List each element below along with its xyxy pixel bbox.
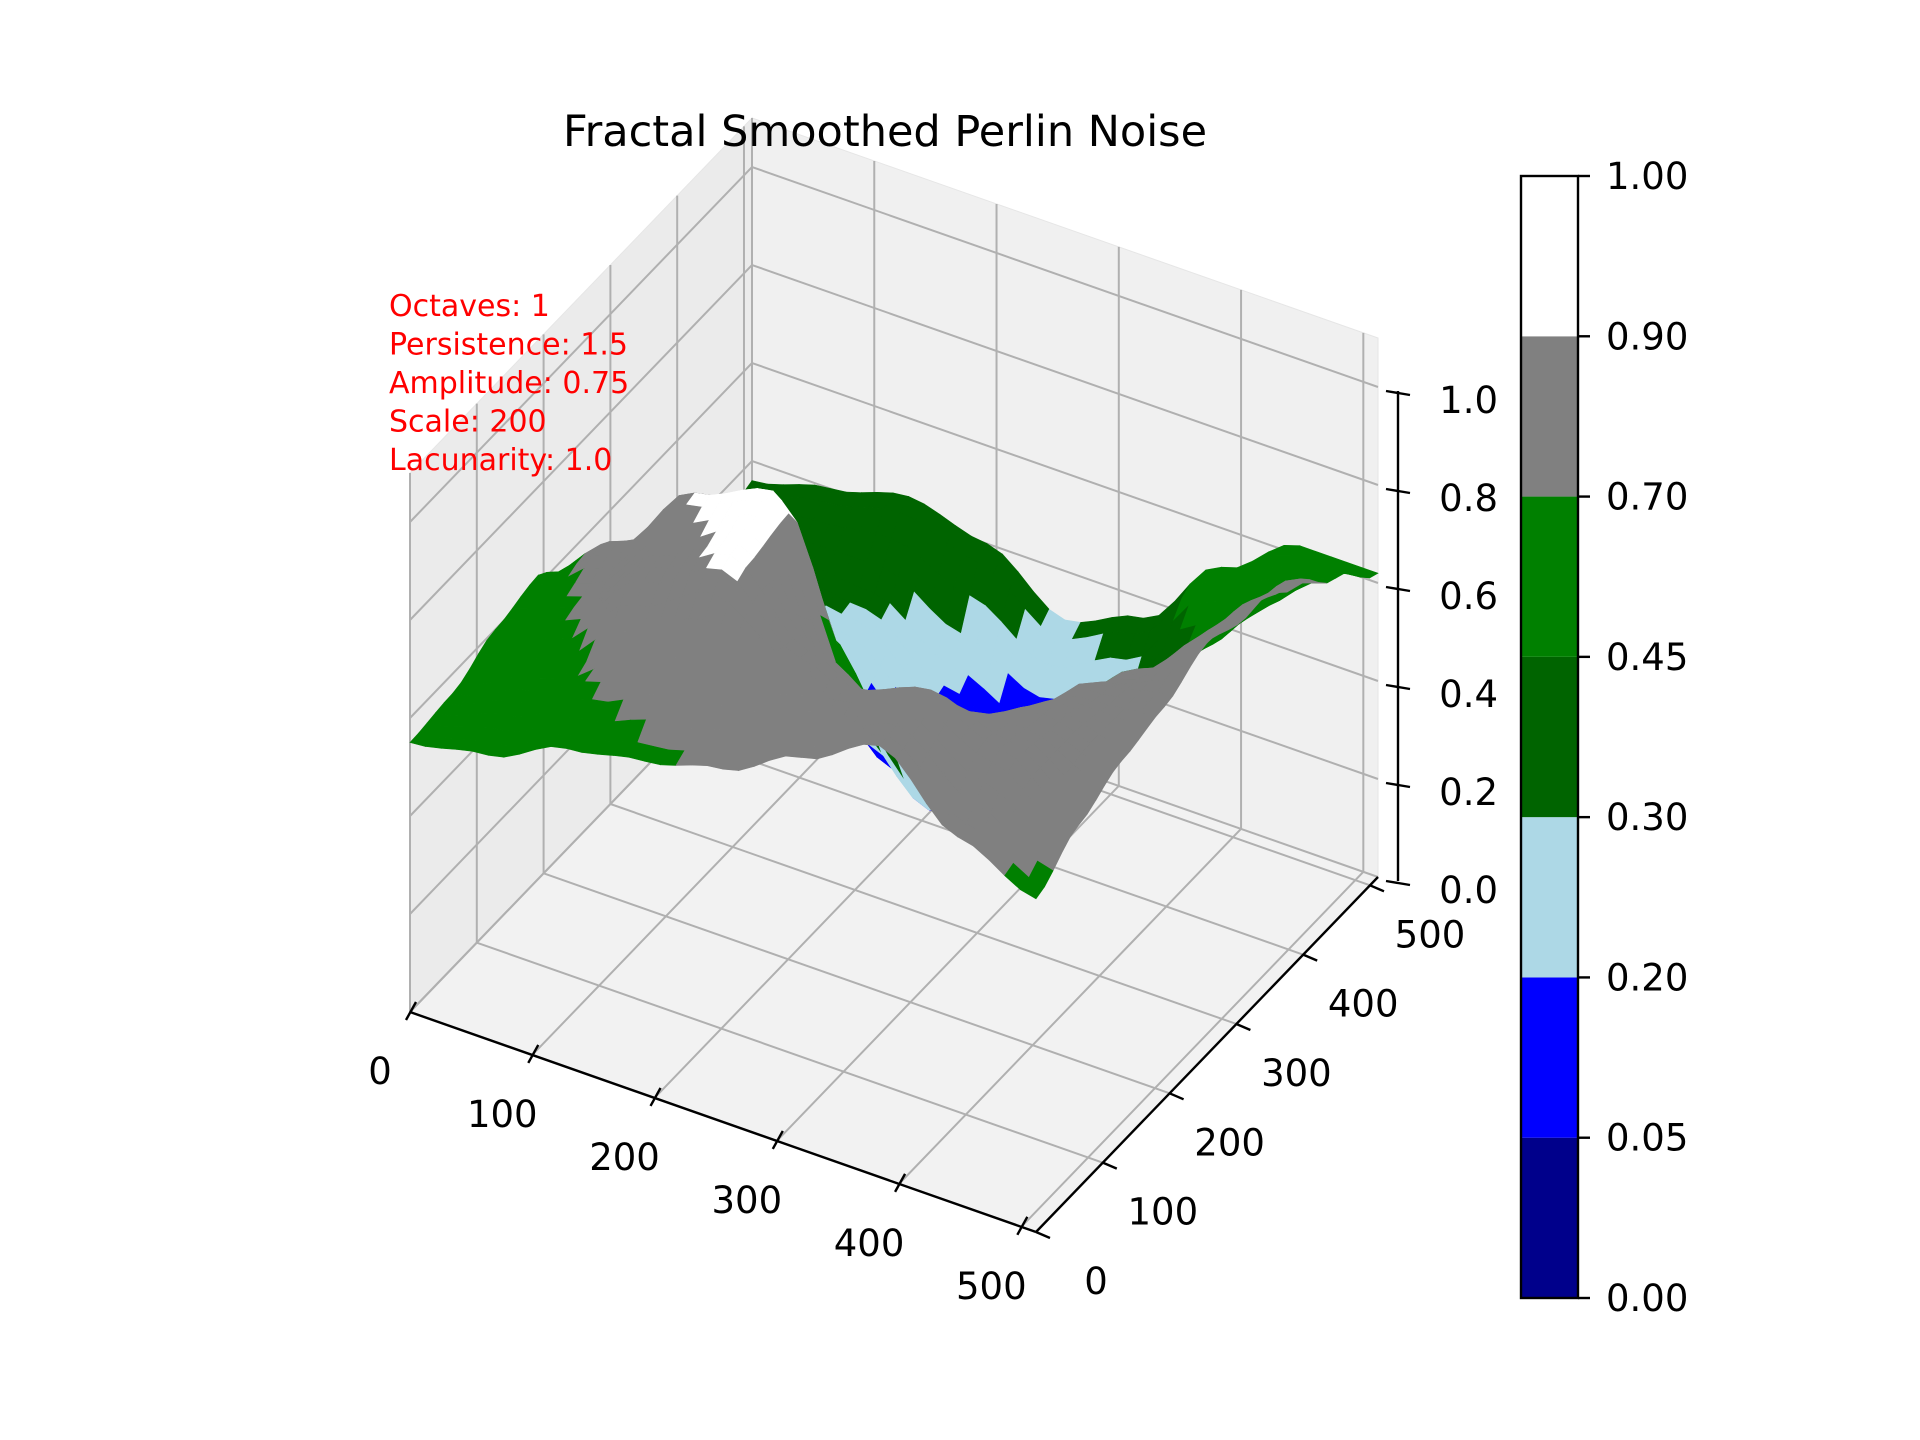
- x-axis-line: [409, 1010, 1037, 1234]
- x-tick: [404, 1001, 418, 1021]
- y-tick: [1235, 1022, 1251, 1032]
- z-tick-label: 0.2: [1439, 771, 1498, 814]
- colorbar: 0.00 0.05 0.20 0.30 0.45 0.70 0.90 1.00: [1519, 155, 1688, 1320]
- y-tick: [1302, 953, 1318, 962]
- z-grid-line: [409, 165, 1379, 523]
- x-tick: [894, 1173, 907, 1193]
- x-tick-label: 100: [467, 1093, 538, 1136]
- colorbar-tick-label: 0.05: [1606, 1117, 1688, 1160]
- colorbar-tick-label: 1.00: [1606, 155, 1688, 198]
- z-tick: [1385, 487, 1411, 495]
- colorbar-tick-label: 0.45: [1606, 636, 1688, 679]
- z-tick-label: 0.0: [1439, 869, 1498, 912]
- x-tick-label: 300: [711, 1179, 782, 1222]
- colorbar-segment: [1521, 1137, 1578, 1298]
- y-tick: [1369, 884, 1385, 893]
- colorbar-segment: [1521, 656, 1578, 818]
- y-tick-label: 200: [1194, 1121, 1265, 1164]
- z-tick-label: 0.6: [1439, 575, 1498, 618]
- parameter-annotation: Amplitude: 0.75: [389, 366, 629, 401]
- z-tick: [1385, 683, 1411, 691]
- colorbar-segment: [1521, 977, 1578, 1138]
- x-tick-label: 0: [368, 1050, 392, 1093]
- surface-facet: [1019, 877, 1045, 900]
- colorbar-tick-label: 0.00: [1606, 1277, 1688, 1320]
- surface-plot: [409, 480, 1379, 900]
- x-tick-label: 500: [956, 1265, 1027, 1308]
- y-tick: [1102, 1161, 1118, 1170]
- z-tick-label: 0.4: [1439, 673, 1498, 716]
- parameter-annotation: Lacunarity: 1.0: [389, 443, 612, 478]
- colorbar-tick-label: 0.70: [1606, 476, 1688, 519]
- z-tick-label: 1.0: [1439, 379, 1498, 422]
- z-tick-label: 0.8: [1439, 477, 1498, 520]
- parameter-annotation: Persistence: 1.5: [389, 328, 628, 363]
- y-tick-label: 400: [1328, 983, 1399, 1026]
- x-tick-label: 400: [834, 1222, 905, 1265]
- colorbar-tick-label: 0.30: [1606, 796, 1688, 839]
- colorbar-segment: [1521, 176, 1578, 337]
- z-grid-line: [409, 263, 1379, 621]
- colorbar-segment: [1521, 336, 1578, 497]
- x-tick: [527, 1044, 540, 1064]
- chart-title: Fractal Smoothed Perlin Noise: [563, 107, 1207, 157]
- parameter-annotation: Scale: 200: [389, 405, 547, 440]
- y-tick-label: 300: [1261, 1052, 1332, 1095]
- x-tick: [771, 1130, 784, 1150]
- z-tick: [1385, 585, 1411, 593]
- colorbar-tick-label: 0.90: [1606, 315, 1688, 358]
- y-tick-label: 0: [1084, 1260, 1108, 1303]
- z-tick: [1385, 781, 1411, 789]
- colorbar-segment: [1521, 496, 1578, 657]
- parameter-annotation: Octaves: 1: [389, 289, 550, 324]
- y-tick-label: 100: [1127, 1191, 1198, 1234]
- z-tick: [1385, 879, 1411, 887]
- colorbar-segment: [1521, 817, 1578, 978]
- x-tick: [1016, 1216, 1029, 1236]
- y-tick-label: 500: [1395, 913, 1466, 956]
- y-axis-line: [1035, 876, 1379, 1233]
- colorbar-tick-label: 0.20: [1606, 956, 1688, 999]
- y-tick: [1035, 1230, 1051, 1240]
- x-tick-label: 200: [589, 1136, 660, 1179]
- y-tick: [1169, 1092, 1185, 1101]
- colorbar-frame: [1519, 174, 1580, 1300]
- x-tick: [649, 1087, 662, 1107]
- axis-lines: [404, 389, 1411, 1240]
- z-tick: [1385, 389, 1411, 397]
